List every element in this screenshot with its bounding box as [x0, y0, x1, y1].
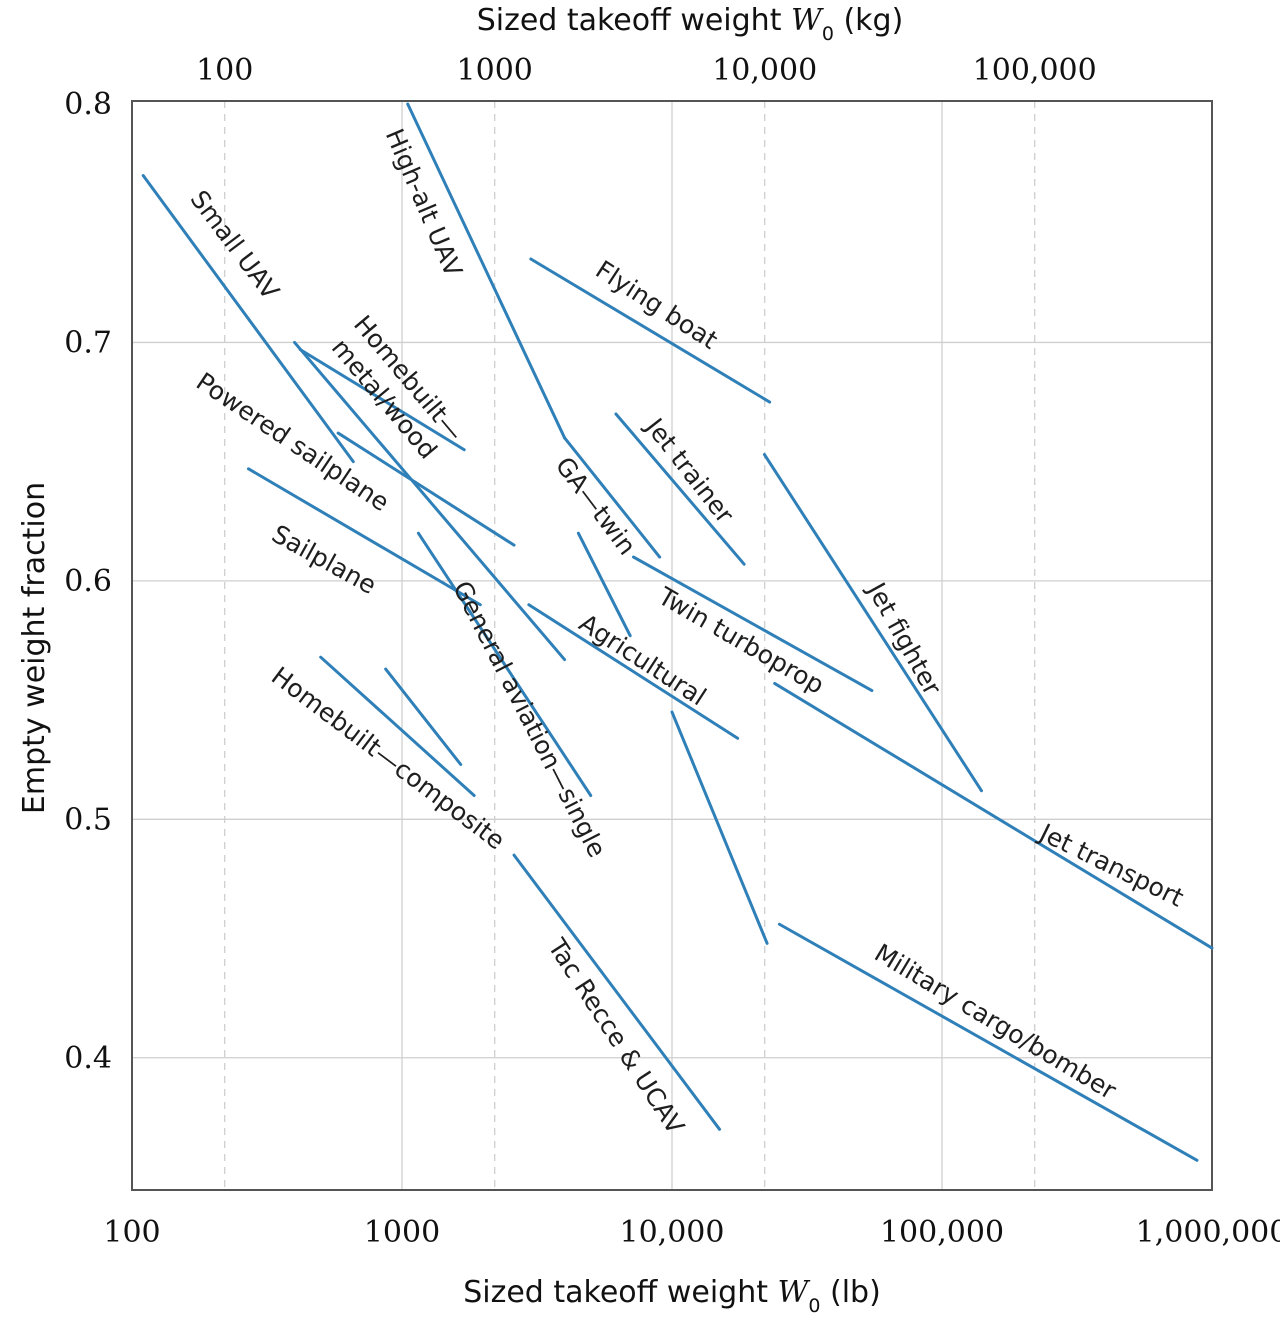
series-tac-recce-ucav [512, 853, 722, 1131]
x-axis-bottom-title-symbol: W [778, 1275, 811, 1310]
series-line-sailplane [246, 467, 482, 607]
series-line-general-aviation-single [416, 531, 593, 797]
x-tick-label-lb: 1,000,000 [1136, 1215, 1280, 1250]
y-tick-label: 0.4 [64, 1041, 112, 1076]
series-label-ga-twin: GA—twin [550, 451, 642, 560]
series-line-agricultural [527, 603, 740, 740]
x-axis-top-title-symbol: W [791, 3, 824, 38]
series-line-military-cargo-bomber [670, 710, 769, 945]
x-tick-label-lb: 1000 [364, 1215, 440, 1250]
series-line-military-cargo-bomber [777, 922, 1199, 1162]
series-labels: Small UAV High-alt UAVHomebuilt—metal/woo… [185, 125, 1189, 1140]
series-label-small-uav: Small UAV [185, 185, 285, 305]
series-jet-trainer [614, 412, 746, 566]
series-agricultural [527, 603, 740, 740]
series-line-jet-trainer [614, 412, 746, 566]
series-high-alt-uav [406, 102, 567, 440]
y-tick-label: 0.5 [64, 802, 112, 837]
series-line-high-alt-uav [406, 102, 567, 440]
x-tick-label-kg: 1000 [457, 53, 533, 88]
series-ga-twin [563, 436, 662, 638]
series-powered-sailplane [293, 340, 567, 662]
x-tick-label-kg: 10,000 [712, 53, 817, 88]
series-jet-fighter [762, 453, 983, 793]
series-line-flying-boat [529, 257, 772, 404]
series-line-homebuilt-composite [384, 667, 463, 766]
series-line-homebuilt-composite [319, 655, 476, 797]
series-line-ga-twin [576, 531, 632, 638]
y-axis-title: Empty weight fraction [17, 482, 52, 814]
series-line-small-uav [141, 174, 355, 464]
series-line-twin-turboprop [631, 555, 874, 693]
x-axis-bottom-ticks: 100 1000 10,000 100,000 1,000,000 [103, 1215, 1280, 1250]
series-label-military-cargo-bomber: Military cargo/bomber [870, 938, 1122, 1105]
x-axis-bottom-title-subscript: 0 [808, 1295, 820, 1317]
x-axis-top-title-unit: (kg) [834, 3, 903, 38]
series-line-jet-transport [773, 681, 1214, 950]
x-tick-label-lb: 100 [103, 1215, 160, 1250]
series-general-aviation-single [416, 531, 593, 797]
x-axis-bottom-title-unit: (lb) [820, 1275, 880, 1310]
x-tick-label-lb: 10,000 [620, 1215, 725, 1250]
series-sailplane [246, 467, 482, 607]
series-label-jet-trainer: Jet trainer [639, 411, 740, 529]
grid-lines [132, 101, 1212, 1190]
series-line-tac-recce-ucav [512, 853, 722, 1131]
x-axis-top-title-prefix: Sized takeoff weight [477, 3, 791, 38]
series-homebuilt-composite [319, 655, 476, 797]
series-homebuilt-metal-wood [298, 348, 516, 547]
series-label-tac-recce-ucav: Tac Recce & UCAV [542, 933, 690, 1140]
x-axis-bottom-title-prefix: Sized takeoff weight [463, 1275, 777, 1310]
x-axis-top-ticks: 100 1000 10,000 100,000 [196, 53, 1097, 88]
series-line-powered-sailplane [293, 340, 567, 662]
series-jet-transport [773, 681, 1214, 950]
series-military-cargo-bomber [670, 710, 1199, 1162]
x-axis-bottom-title: Sized takeoff weight W0 (lb) [463, 1275, 881, 1317]
series-small-uav [141, 174, 355, 464]
series-label-homebuilt-metal-wood: Homebuilt—metal/wood [324, 310, 470, 467]
x-tick-label-kg: 100 [196, 53, 253, 88]
plot-frame [131, 100, 1213, 1191]
y-tick-label: 0.7 [64, 325, 112, 360]
x-axis-top-title-subscript: 0 [822, 23, 834, 45]
series-label-sailplane: Sailplane [267, 519, 381, 600]
y-tick-label: 0.6 [64, 564, 112, 599]
series-line-homebuilt-metal-wood [298, 348, 466, 452]
series-twin-turboprop [631, 555, 874, 693]
y-axis-ticks: 0.4 0.5 0.6 0.7 0.8 [64, 87, 112, 1076]
series-layer [141, 102, 1214, 1162]
series-line-homebuilt-metal-wood [336, 431, 516, 547]
series-label-homebuilt-composite: Homebuilt—composite [266, 661, 510, 855]
series-line-ga-twin [563, 436, 662, 559]
x-tick-label-kg: 100,000 [973, 53, 1097, 88]
series-label-jet-transport: Jet transport [1033, 817, 1188, 912]
series-flying-boat [529, 257, 772, 404]
x-axis-top-title: Sized takeoff weight W0 (kg) [477, 3, 904, 45]
y-tick-label: 0.8 [64, 87, 112, 122]
series-line-jet-fighter [762, 453, 983, 793]
x-tick-label-lb: 100,000 [880, 1215, 1004, 1250]
series-label-jet-fighter: Jet fighter [861, 576, 948, 700]
